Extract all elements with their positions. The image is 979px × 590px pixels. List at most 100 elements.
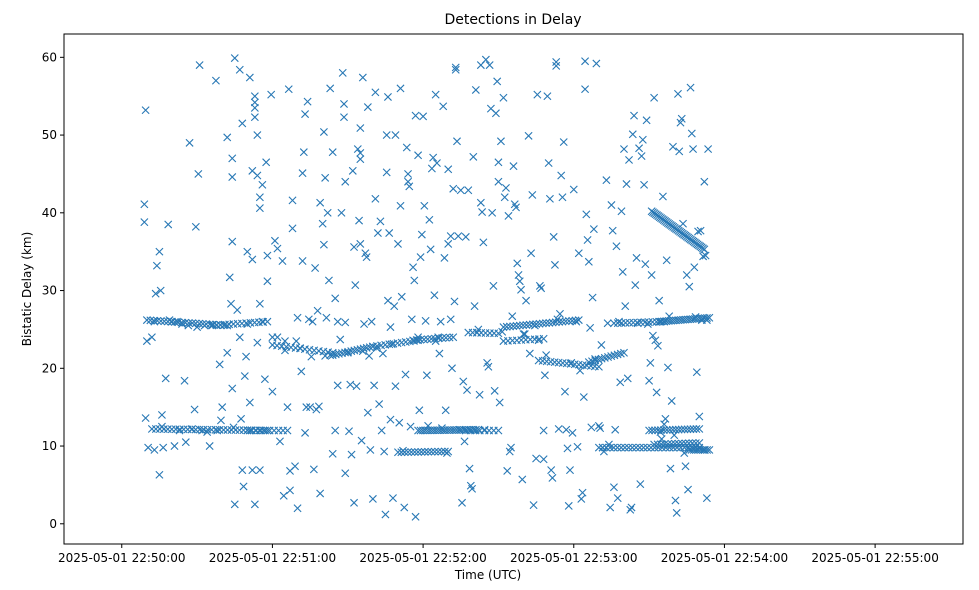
data-point <box>407 448 416 457</box>
data-point <box>445 333 454 342</box>
data-point <box>333 317 342 326</box>
data-point <box>512 321 521 330</box>
data-point <box>555 309 564 318</box>
data-point <box>420 201 429 210</box>
data-point <box>301 110 310 119</box>
data-point <box>547 466 556 475</box>
data-point <box>393 239 402 248</box>
data-point <box>231 426 240 435</box>
data-point <box>239 426 248 435</box>
data-point <box>382 168 391 177</box>
data-point <box>181 438 190 447</box>
data-point <box>383 296 392 305</box>
data-point <box>582 210 591 219</box>
data-point <box>331 350 340 359</box>
data-point <box>650 440 659 449</box>
data-point <box>689 145 698 154</box>
data-point <box>430 334 439 343</box>
data-point <box>362 343 371 352</box>
data-point <box>409 336 418 345</box>
data-point <box>429 153 438 162</box>
data-point <box>544 159 553 168</box>
data-point <box>242 352 251 361</box>
data-point <box>640 180 649 189</box>
data-point <box>665 425 674 434</box>
data-point <box>250 500 259 509</box>
data-point <box>447 364 456 373</box>
data-point <box>463 386 472 395</box>
data-point <box>152 261 161 270</box>
data-point <box>607 201 616 210</box>
data-point <box>645 376 654 385</box>
data-point <box>594 443 603 452</box>
data-point <box>616 378 625 387</box>
data-point <box>341 177 350 186</box>
data-point <box>620 443 629 452</box>
data-point <box>293 504 302 513</box>
data-point <box>620 145 628 154</box>
data-point <box>653 440 662 449</box>
data-point <box>499 93 508 102</box>
data-point <box>146 316 155 325</box>
data-point <box>215 360 224 369</box>
data-point <box>308 317 317 326</box>
y-axis-label: Bistatic Delay (km) <box>20 232 34 347</box>
data-point <box>203 428 212 437</box>
data-point <box>412 336 421 345</box>
data-point <box>316 489 325 498</box>
data-point <box>436 317 445 326</box>
data-point <box>415 406 424 415</box>
data-point <box>250 92 259 101</box>
data-point <box>464 186 473 195</box>
data-point <box>248 255 257 264</box>
data-point <box>670 431 679 440</box>
data-point <box>228 154 237 163</box>
data-point <box>485 61 494 70</box>
data-point <box>406 422 415 431</box>
data-point <box>581 57 590 66</box>
data-point <box>700 177 709 186</box>
data-point <box>613 494 622 503</box>
data-point <box>495 398 504 407</box>
data-point <box>156 317 165 326</box>
data-point <box>147 424 156 433</box>
data-point <box>704 145 713 154</box>
data-point <box>344 347 353 356</box>
data-point <box>307 352 316 361</box>
data-point <box>646 358 655 367</box>
data-point <box>411 111 420 120</box>
data-point <box>695 438 704 447</box>
data-point <box>550 260 559 269</box>
data-point <box>180 376 189 385</box>
data-point <box>622 180 631 189</box>
data-point <box>653 341 662 350</box>
data-point <box>283 403 292 412</box>
data-point <box>655 296 664 305</box>
data-point <box>686 83 695 92</box>
data-point <box>195 61 204 70</box>
data-point <box>640 318 649 327</box>
data-point <box>506 322 514 331</box>
data-point <box>645 426 654 435</box>
data-point <box>479 238 488 247</box>
data-point <box>263 277 272 286</box>
data-point <box>460 437 469 446</box>
data-point <box>227 299 235 308</box>
data-point <box>205 320 214 329</box>
data-point <box>515 321 524 330</box>
data-point <box>532 320 541 329</box>
data-point <box>559 138 568 147</box>
data-point <box>328 351 337 360</box>
data-point <box>345 427 354 436</box>
y-tick-label: 50 <box>42 128 57 142</box>
data-point <box>155 470 164 479</box>
data-point <box>491 109 500 118</box>
data-point <box>140 200 149 209</box>
data-point <box>557 171 566 180</box>
data-point <box>671 425 680 434</box>
data-point <box>153 316 162 325</box>
data-point <box>527 249 536 258</box>
data-point <box>484 362 493 371</box>
data-point <box>427 447 436 456</box>
data-point <box>177 318 186 327</box>
